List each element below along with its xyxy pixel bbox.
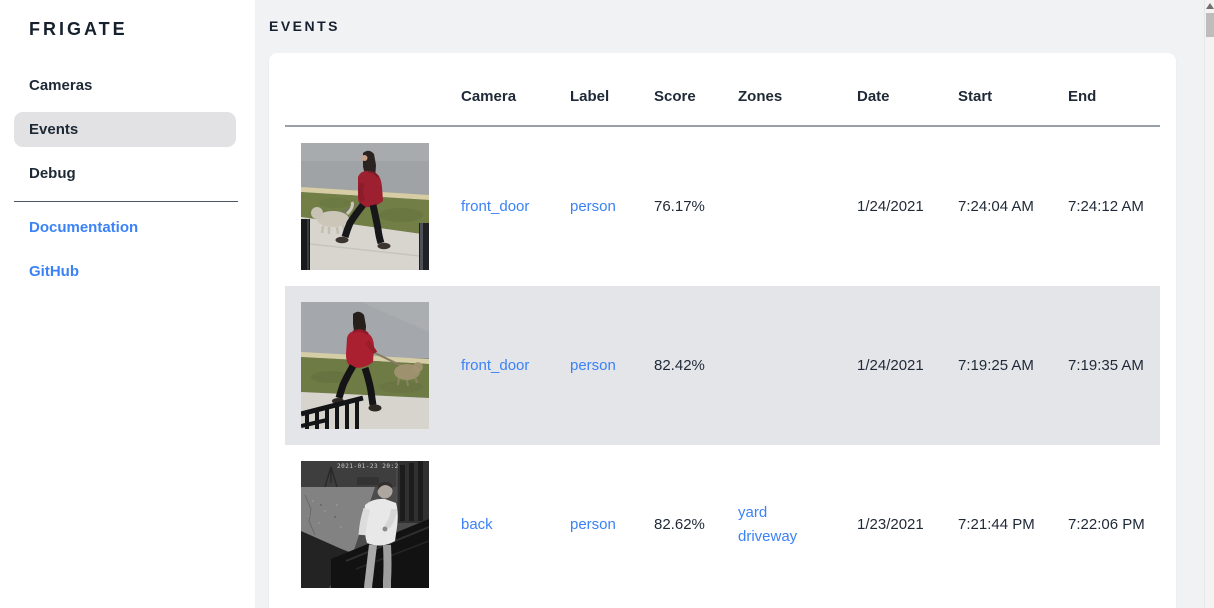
sidebar-link-github[interactable]: GitHub bbox=[29, 263, 79, 280]
col-header-date: Date bbox=[857, 88, 890, 105]
sidebar-external-links: Documentation GitHub bbox=[0, 210, 255, 289]
sidebar-item-cameras[interactable]: Cameras bbox=[29, 77, 93, 94]
sidebar-divider bbox=[14, 201, 238, 202]
camera-link[interactable]: back bbox=[461, 516, 493, 533]
zone-link[interactable]: driveway bbox=[738, 527, 798, 545]
sidebar-link-documentation[interactable]: Documentation bbox=[29, 219, 139, 236]
end-text: 7:22:06 PM bbox=[1068, 516, 1145, 533]
date-text: 1/24/2021 bbox=[857, 357, 924, 374]
score-text: 82.42% bbox=[654, 357, 705, 374]
sidebar: FRIGATE Cameras Events Debug Documentati… bbox=[0, 0, 255, 608]
event-thumbnail[interactable]: 2021-01-23 20:2 bbox=[301, 461, 429, 588]
events-table: Camera Label Score Zones Date Start End bbox=[285, 53, 1160, 604]
page-title: EVENTS bbox=[269, 18, 341, 34]
camera-link[interactable]: front_door bbox=[461, 357, 530, 374]
col-header-end: End bbox=[1068, 88, 1097, 105]
table-header-row: Camera Label Score Zones Date Start End bbox=[285, 53, 1160, 127]
event-thumbnail[interactable] bbox=[301, 143, 429, 270]
end-text: 7:19:35 AM bbox=[1068, 357, 1144, 374]
event-thumbnail[interactable] bbox=[301, 302, 429, 429]
score-text: 76.17% bbox=[654, 198, 705, 215]
col-header-start: Start bbox=[958, 88, 993, 105]
col-header-zones: Zones bbox=[738, 88, 783, 105]
sidebar-item-debug[interactable]: Debug bbox=[29, 165, 76, 182]
start-text: 7:24:04 AM bbox=[958, 198, 1034, 215]
sidebar-nav: Cameras Events Debug bbox=[0, 68, 255, 191]
zone-link[interactable]: yard bbox=[738, 503, 768, 521]
label-link[interactable]: person bbox=[570, 198, 616, 215]
thumbnail-timestamp-overlay: 2021-01-23 20:2 bbox=[337, 463, 399, 470]
scrollbar-thumb[interactable] bbox=[1205, 13, 1214, 37]
scrollbar-up-arrow-icon[interactable] bbox=[1205, 3, 1214, 9]
label-link[interactable]: person bbox=[570, 516, 616, 533]
sidebar-item-events[interactable]: Events bbox=[14, 112, 236, 147]
events-card: Camera Label Score Zones Date Start End bbox=[269, 53, 1176, 608]
scrollbar[interactable] bbox=[1204, 0, 1214, 608]
main-content: EVENTS Camera Label Score Zones Date Sta… bbox=[255, 0, 1214, 608]
app-logo: FRIGATE bbox=[29, 19, 128, 39]
start-text: 7:21:44 PM bbox=[958, 516, 1035, 533]
date-text: 1/24/2021 bbox=[857, 198, 924, 215]
camera-link[interactable]: front_door bbox=[461, 198, 530, 215]
date-text: 1/23/2021 bbox=[857, 516, 924, 533]
col-header-label: Label bbox=[570, 88, 610, 105]
event-row[interactable]: 2021-01-23 20:2 back person 82.62% yard … bbox=[285, 445, 1160, 604]
end-text: 7:24:12 AM bbox=[1068, 198, 1144, 215]
label-link[interactable]: person bbox=[570, 357, 616, 374]
col-header-score: Score bbox=[654, 88, 696, 105]
event-row[interactable]: front_door person 82.42% 1/24/2021 7:19:… bbox=[285, 286, 1160, 445]
start-text: 7:19:25 AM bbox=[958, 357, 1034, 374]
event-row[interactable]: front_door person 76.17% 1/24/2021 7:24:… bbox=[285, 127, 1160, 286]
score-text: 82.62% bbox=[654, 516, 705, 533]
col-header-camera: Camera bbox=[461, 88, 517, 105]
zones-cell: yard driveway bbox=[738, 501, 857, 549]
